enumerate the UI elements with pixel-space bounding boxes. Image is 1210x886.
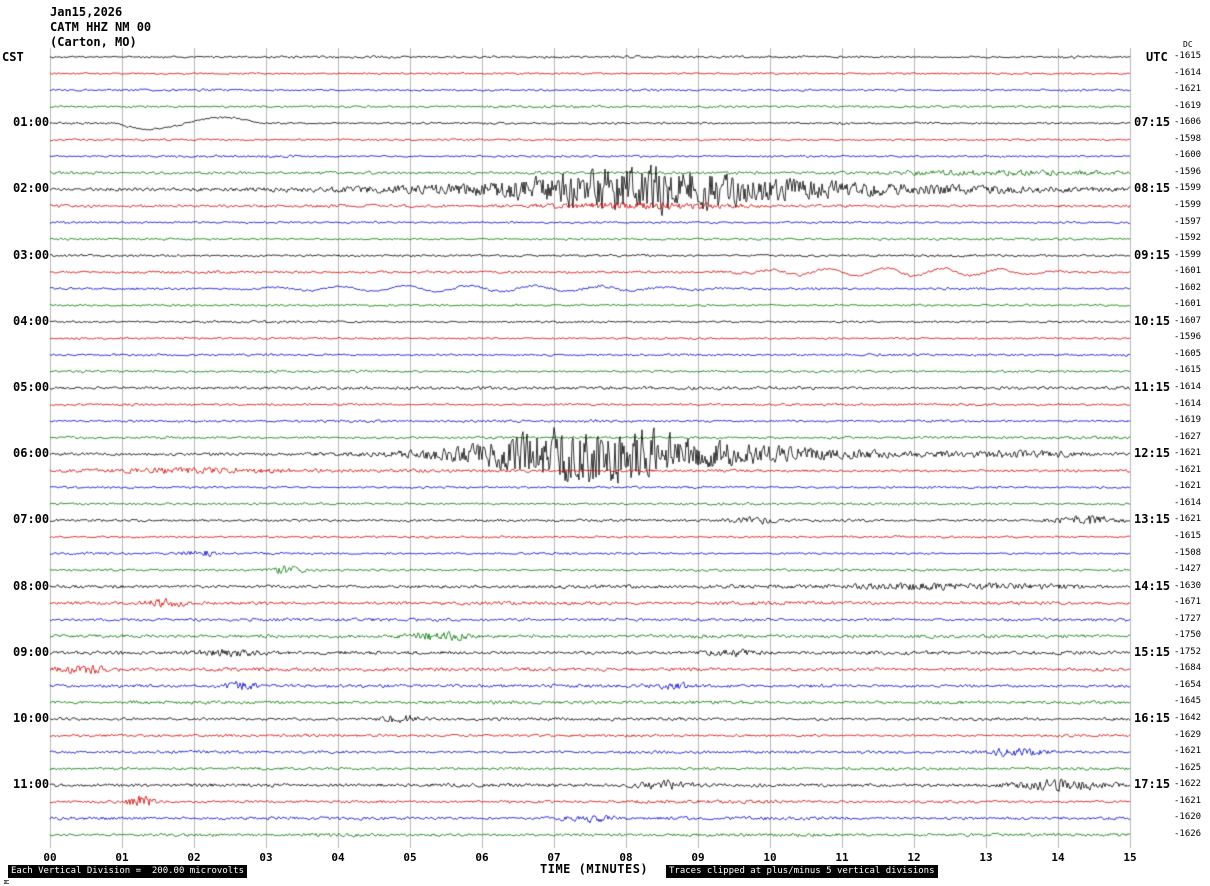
dc-offset-value: -1614	[1174, 382, 1202, 392]
utc-hour-label: 12:15	[1134, 446, 1171, 461]
x-tick-label: 14	[1051, 851, 1065, 864]
cst-hour-label: 08:00	[13, 578, 50, 593]
cst-hour-label: 02:00	[13, 181, 50, 196]
dc-offset-value: -1592	[1174, 233, 1202, 244]
dc-column-header: DC	[1183, 40, 1193, 49]
dc-offset-value: -1596	[1174, 166, 1202, 177]
left-timezone-label: CST	[2, 50, 24, 64]
dc-offset-value: -1614	[1174, 398, 1202, 409]
dc-offset-value: -1630	[1174, 580, 1202, 591]
page-title-date: Jan15,2026	[50, 5, 123, 19]
dc-offset-value: -1642	[1174, 713, 1202, 723]
dc-offset-value: -1620	[1174, 812, 1202, 823]
utc-hour-label: 14:15	[1134, 578, 1171, 593]
x-tick-label: 11	[835, 851, 849, 864]
dc-offset-value: -1621	[1174, 746, 1202, 757]
x-tick-label: 15	[1123, 851, 1137, 864]
x-tick-label: 00	[43, 851, 57, 864]
x-tick-label: 05	[403, 851, 417, 864]
cst-hour-label: 10:00	[13, 711, 50, 725]
x-tick-label: 04	[331, 851, 345, 864]
dc-offset-value: -1602	[1174, 282, 1202, 293]
dc-offset-value: -1750	[1174, 630, 1202, 641]
dc-offset-value: -1645	[1174, 696, 1202, 707]
dc-offset-value: -1614	[1174, 67, 1202, 78]
utc-hour-label: 11:15	[1134, 380, 1171, 394]
x-axis-title: TIME (MINUTES)	[540, 862, 649, 876]
dc-offset-value: -1625	[1174, 762, 1202, 773]
page-title-location: (Carton, MO)	[50, 35, 137, 49]
dc-offset-value: -1629	[1174, 729, 1202, 740]
dc-offset-value: -1596	[1174, 332, 1202, 343]
x-tick-label: 06	[475, 851, 489, 864]
x-tick-label: 10	[763, 851, 777, 864]
dc-offset-value: -1605	[1174, 348, 1202, 359]
x-tick-label: 08	[619, 851, 633, 864]
x-tick-label: 12	[907, 851, 921, 864]
x-tick-label: 02	[187, 851, 201, 864]
utc-hour-label: 10:15	[1134, 313, 1171, 328]
dc-offset-value: -1619	[1174, 100, 1202, 111]
cst-hour-label: 01:00	[13, 115, 50, 130]
dc-offset-value: -1615	[1174, 530, 1202, 541]
cst-hour-label: 07:00	[13, 512, 50, 527]
right-timezone-label: UTC	[1146, 50, 1168, 64]
utc-hour-label: 09:15	[1134, 247, 1171, 262]
dc-offset-value: -1601	[1174, 266, 1202, 277]
dc-offset-value: -1508	[1174, 547, 1202, 558]
corner-mark: M	[3, 879, 11, 884]
dc-offset-value: -1622	[1174, 779, 1202, 790]
dc-offset-value: -1601	[1174, 299, 1202, 310]
dc-offset-value: -1671	[1174, 597, 1202, 608]
x-tick-label: 13	[979, 851, 993, 864]
utc-hour-label: 17:15	[1134, 777, 1171, 792]
clip-note: Traces clipped at plus/minus 5 vertical …	[666, 865, 938, 878]
dc-offset-value: -1654	[1174, 679, 1202, 690]
dc-offset-value: -1427	[1174, 564, 1202, 575]
dc-offset-value: -1621	[1174, 795, 1202, 806]
dc-offset-value: -1599	[1174, 249, 1202, 260]
dc-offset-value: -1599	[1174, 199, 1202, 210]
cst-hour-label: 04:00	[13, 313, 50, 328]
dc-offset-value: -1626	[1174, 828, 1202, 839]
utc-hour-label: 07:15	[1134, 115, 1171, 130]
dc-offset-value: -1598	[1174, 133, 1202, 144]
dc-offset-value: -1621	[1174, 84, 1202, 95]
x-tick-label: 03	[259, 851, 273, 864]
x-tick-label: 01	[115, 851, 129, 864]
dc-offset-value: -1607	[1174, 315, 1202, 326]
dc-offset-value: -1621	[1174, 464, 1202, 475]
dc-offset-value: -1615	[1174, 51, 1202, 61]
dc-offset-value: -1621	[1174, 448, 1202, 459]
dc-offset-value: -1615	[1174, 365, 1202, 376]
cst-hour-label: 09:00	[13, 644, 50, 659]
page-title-station: CATM HHZ NM 00	[50, 20, 152, 34]
dc-offset-value: -1684	[1174, 663, 1202, 674]
dc-offset-value: -1752	[1174, 646, 1202, 657]
scale-note: Each Vertical Division = 200.00 microvol…	[8, 865, 247, 878]
dc-offset-value: -1621	[1174, 481, 1202, 492]
dc-offset-value: -1619	[1174, 415, 1202, 426]
utc-hour-label: 15:15	[1134, 644, 1171, 659]
cst-hour-label: 06:00	[13, 446, 50, 461]
cst-hour-label: 03:00	[13, 247, 50, 262]
utc-hour-label: 13:15	[1134, 512, 1171, 527]
dc-offset-value: -1606	[1174, 117, 1202, 128]
cst-hour-label: 11:00	[13, 777, 50, 792]
x-tick-label: 07	[547, 851, 561, 864]
dc-offset-value: -1597	[1174, 216, 1202, 227]
dc-offset-value: -1599	[1174, 183, 1202, 194]
dc-offset-value: -1614	[1174, 497, 1202, 508]
dc-offset-value: -1727	[1174, 613, 1202, 624]
dc-offset-value: -1600	[1174, 150, 1202, 161]
dc-offset-value: -1627	[1174, 431, 1202, 442]
cst-hour-label: 05:00	[13, 380, 50, 394]
x-tick-label: 09	[691, 851, 705, 864]
utc-hour-label: 08:15	[1134, 181, 1171, 196]
utc-hour-label: 16:15	[1134, 711, 1171, 725]
dc-offset-value: -1621	[1174, 514, 1202, 525]
